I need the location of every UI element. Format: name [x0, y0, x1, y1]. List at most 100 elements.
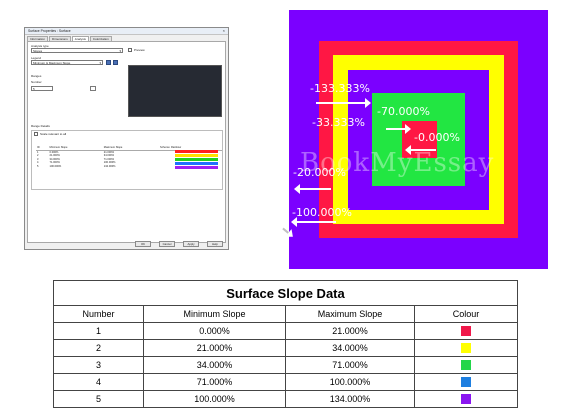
cell-max: 71.000%	[103, 157, 115, 161]
label-outer: -133.333%	[310, 82, 370, 95]
tab-information[interactable]: Information	[27, 36, 49, 42]
surface-slope-table: Surface Slope Data Number Minimum Slope …	[53, 280, 518, 408]
cell-number: 2	[53, 339, 144, 357]
cell-number: 3	[53, 356, 144, 374]
cell-number: 5	[53, 390, 144, 408]
label-center: -0.000%	[414, 131, 460, 144]
header-number: Number	[53, 305, 144, 323]
table-row[interactable]: 5 100.000% 134.000%	[36, 165, 222, 169]
cell-max: 21.000%	[103, 150, 115, 154]
arrow-right-icon	[316, 98, 371, 108]
number-stepper[interactable]: 5	[31, 86, 53, 91]
cell-max-slope: 21.000%	[285, 322, 415, 340]
arrow-left-icon	[294, 184, 331, 194]
colour-swatch	[461, 360, 471, 371]
cell-number: 4	[53, 373, 144, 391]
cell-min: 100.000%	[49, 164, 62, 168]
cell-max-slope: 71.000%	[285, 356, 415, 374]
tab-analysis[interactable]: Analysis	[71, 36, 89, 42]
watermark: BookMyEssay	[300, 148, 495, 178]
cell-colour	[414, 373, 518, 391]
number-value: 5	[33, 87, 35, 91]
cell-min: 34.000%	[49, 157, 60, 161]
cell-max-slope: 134.000%	[285, 390, 415, 408]
cell-max-slope: 100.000%	[285, 373, 415, 391]
colour-swatch	[461, 394, 471, 405]
col-max-slope: Maximum Slope	[102, 146, 160, 151]
chevron-down-icon: ▾	[119, 49, 121, 53]
legend-add-button[interactable]	[113, 60, 118, 65]
table-row[interactable]: 4 71.000% 100.000%	[36, 161, 222, 165]
table-row: 2 21.000% 34.000%	[53, 339, 518, 357]
legend-select[interactable]: Minimum & Maximum Slope ▾	[31, 60, 103, 65]
legend-label: Legend	[31, 56, 42, 60]
surface-properties-dialog: Surface Properties : Surface × Informati…	[24, 27, 229, 250]
header-colour: Colour	[414, 305, 518, 323]
legend-value: Minimum & Maximum Slope	[33, 61, 71, 65]
cell-min: 0.000%	[49, 150, 59, 154]
table-row: 4 71.000% 100.000%	[53, 373, 518, 391]
apply-button[interactable]: Apply	[183, 241, 199, 247]
colour-swatch	[461, 377, 471, 388]
table-row[interactable]: 1 0.000% 21.000%	[36, 150, 222, 154]
scale-all-label: Scale relevant to all	[40, 132, 67, 136]
cell-min: 71.000%	[49, 161, 60, 165]
table-row: 5 100.000% 134.000%	[53, 390, 518, 408]
table-row[interactable]: 2 21.000% 34.000%	[36, 154, 222, 158]
cell-colour	[414, 339, 518, 357]
range-details-label: Range Details	[31, 124, 50, 128]
cell-id: 2	[37, 154, 39, 158]
cell-min-slope: 34.000%	[143, 356, 286, 374]
cell-max: 100.000%	[103, 161, 116, 165]
cell-max: 34.000%	[103, 154, 115, 158]
tab-dimensions[interactable]: Dimensions	[49, 36, 71, 42]
preview-area	[128, 65, 222, 117]
scale-all-checkbox[interactable]	[34, 132, 38, 136]
close-icon[interactable]: ×	[222, 28, 225, 33]
range-details-table: ID Minimum Slope Maximum Slope Scheme: R…	[36, 146, 222, 169]
col-id: ID	[36, 146, 49, 151]
cell-id: 3	[37, 157, 39, 161]
table-title: Surface Slope Data	[53, 280, 518, 306]
label-middle: -33.333%	[312, 116, 365, 129]
cell-number: 1	[53, 322, 144, 340]
legend-edit-button[interactable]	[106, 60, 111, 65]
cell-max-slope: 34.000%	[285, 339, 415, 357]
rainbow-swatch	[175, 150, 218, 153]
chevron-down-icon: ▾	[99, 61, 101, 65]
preview-checkbox[interactable]	[128, 48, 132, 52]
cell-id: 4	[37, 161, 39, 165]
analysis-type-select[interactable]: Slopes ▾	[31, 48, 123, 53]
ok-button[interactable]: OK	[135, 241, 151, 247]
analysis-type-label: Analysis type	[31, 44, 49, 48]
cancel-button[interactable]: Cancel	[159, 241, 175, 247]
preview-label: Preview	[134, 48, 145, 52]
dialog-title: Surface Properties : Surface	[28, 29, 71, 33]
table-row: 1 0.000% 21.000%	[53, 322, 518, 340]
header-max-slope: Maximum Slope	[285, 305, 415, 323]
cell-min-slope: 21.000%	[143, 339, 286, 357]
rainbow-swatch	[175, 154, 218, 157]
dialog-titlebar: Surface Properties : Surface ×	[25, 28, 228, 35]
help-button[interactable]: Help	[207, 241, 223, 247]
cell-colour	[414, 390, 518, 408]
colour-swatch	[461, 343, 471, 354]
colour-swatch	[461, 326, 471, 337]
arrow-left-icon	[291, 217, 336, 227]
number-apply-button[interactable]	[90, 86, 96, 91]
col-min-slope: Minimum Slope	[48, 146, 103, 151]
table-row: 3 34.000% 71.000%	[53, 356, 518, 374]
header-min-slope: Minimum Slope	[143, 305, 286, 323]
cell-id: 5	[37, 164, 39, 168]
number-label: Number	[31, 80, 42, 84]
analysis-panel: Analysis type Slopes ▾ Preview Legend Min…	[27, 41, 226, 243]
cell-min-slope: 100.000%	[143, 390, 286, 408]
dialog-tabs: Information Dimensions Analysis Coloriza…	[27, 36, 112, 42]
label-lower2: -100.000%	[292, 206, 352, 219]
tab-colorization[interactable]: Colorization	[89, 36, 112, 42]
cell-min: 21.000%	[49, 154, 60, 158]
rainbow-swatch	[175, 158, 218, 161]
table-row[interactable]: 3 34.000% 71.000%	[36, 158, 222, 162]
cell-min-slope: 71.000%	[143, 373, 286, 391]
analysis-type-value: Slopes	[33, 49, 43, 53]
